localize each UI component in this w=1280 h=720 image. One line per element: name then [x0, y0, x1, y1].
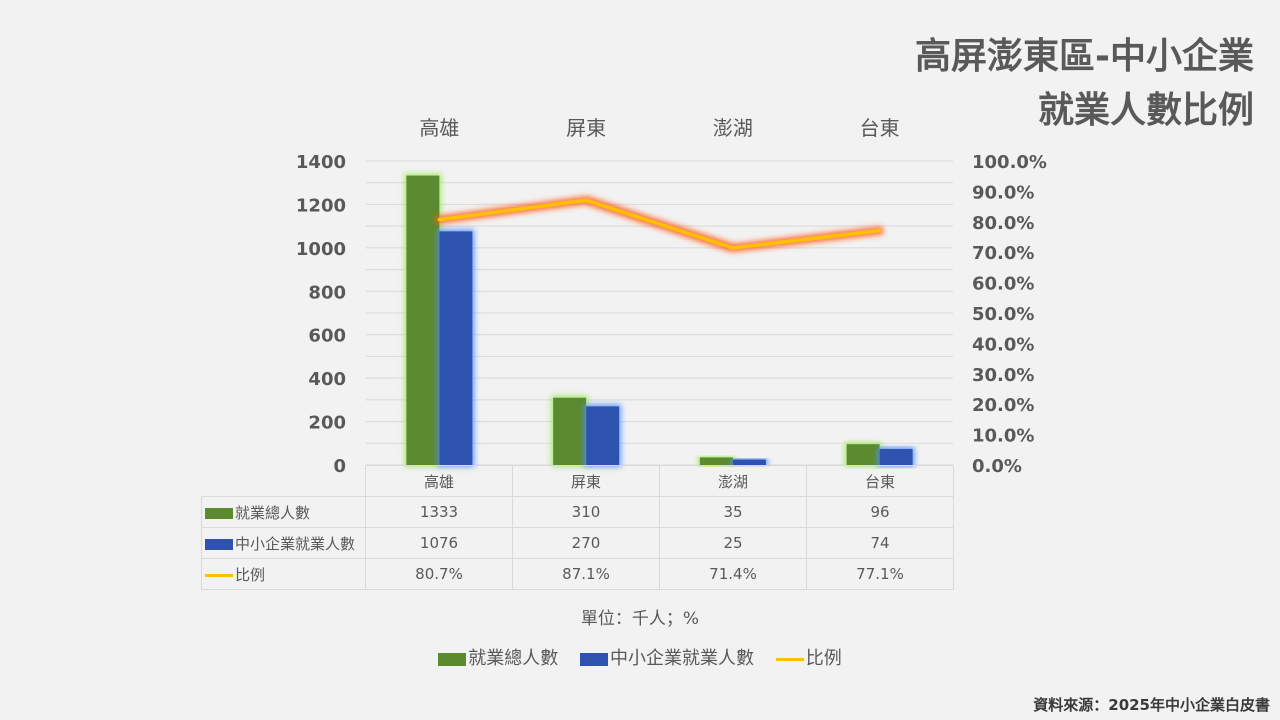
- table-row: 中小企業就業人數 1076 270 25 74: [201, 527, 954, 559]
- legend-swatch-blue: [580, 652, 608, 666]
- right-tick-label: 0.0%: [972, 456, 1022, 477]
- bar: [732, 459, 766, 465]
- table-cell: 25: [659, 527, 807, 559]
- bar: [699, 457, 733, 465]
- right-tick-label: 40.0%: [972, 334, 1034, 355]
- right-tick-label: 20.0%: [972, 395, 1034, 416]
- right-tick-label: 60.0%: [972, 274, 1034, 295]
- row-label: 比例: [235, 565, 266, 584]
- table-cell: 270: [512, 527, 660, 559]
- source-note: 資料來源：2025年中小企業白皮書: [1033, 696, 1270, 714]
- ratio-line-layer: [437, 198, 882, 250]
- bar: [846, 444, 880, 465]
- bar: [439, 231, 473, 465]
- top-category-label: 台東: [860, 116, 900, 140]
- table-cat-0: 高雄: [365, 465, 513, 497]
- left-tick-label: 1400: [296, 152, 346, 173]
- page-title: 高屏澎東區-中小企業 就業人數比例: [915, 30, 1254, 138]
- table-cell: 35: [659, 496, 807, 528]
- table-row: 就業總人數 1333 310 35 96: [201, 496, 954, 528]
- legend-key-yellow: [205, 573, 233, 577]
- legend-swatch-green: [438, 652, 467, 666]
- right-tick-label: 80.0%: [972, 213, 1034, 234]
- right-tick-label: 70.0%: [972, 243, 1034, 264]
- left-tick-label: 200: [308, 413, 346, 434]
- table-cat-3: 台東: [806, 465, 954, 497]
- right-tick-label: 90.0%: [972, 182, 1034, 203]
- bar: [553, 397, 587, 465]
- legend-label: 比例: [805, 648, 842, 669]
- right-tick-label: 50.0%: [972, 304, 1034, 325]
- right-tick-label: 10.0%: [972, 426, 1034, 447]
- table-cell: 74: [806, 527, 954, 559]
- table-rowhead-ratio: 比例: [201, 558, 366, 590]
- title-line-1: 高屏澎東區-中小企業: [915, 36, 1254, 77]
- table-cell: 80.7%: [365, 558, 513, 590]
- row-label: 就業總人數: [235, 503, 311, 522]
- left-tick-label: 400: [308, 369, 346, 390]
- table-cell: 96: [806, 496, 954, 528]
- legend-label: 就業總人數: [468, 648, 559, 669]
- title-line-2: 就業人數比例: [1037, 90, 1254, 131]
- legend-item-sme: 中小企業就業人數: [580, 644, 754, 670]
- left-tick-label: 1000: [296, 239, 346, 260]
- legend-item-total: 就業總人數: [438, 644, 558, 670]
- table-rowhead-total: 就業總人數: [201, 496, 366, 528]
- bars: [406, 175, 913, 465]
- legend: 就業總人數 中小企業就業人數 比例: [0, 644, 1280, 670]
- top-category-label: 屏東: [566, 116, 606, 140]
- table-cell: 1076: [365, 527, 513, 559]
- table-cell: 77.1%: [806, 558, 954, 590]
- bar: [406, 175, 440, 465]
- top-category-labels: 高雄 屏東 澎湖 台東: [419, 116, 899, 140]
- table-cell: 310: [512, 496, 660, 528]
- table-cell: 87.1%: [512, 558, 660, 590]
- legend-label: 中小企業就業人數: [610, 648, 754, 669]
- right-axis-ticks: 0.0% 10.0% 20.0% 30.0% 40.0% 50.0% 60.0% 70.0% 8…: [972, 152, 1047, 477]
- table-row: 比例 80.7% 87.1% 71.4% 77.1%: [201, 558, 954, 590]
- legend-key-blue: [205, 538, 233, 550]
- ratio-line: [437, 198, 882, 250]
- left-tick-label: 800: [308, 282, 346, 303]
- bar: [879, 448, 913, 465]
- right-tick-label: 100.0%: [972, 152, 1047, 173]
- data-table: 高雄 屏東 澎湖 台東 就業總人數 1333 310 35 96 中小企業就業人…: [201, 465, 954, 590]
- unit-label: 單位：千人；%: [580, 609, 700, 629]
- legend-item-ratio: 比例: [775, 644, 842, 670]
- table-cat-1: 屏東: [512, 465, 660, 497]
- row-label: 中小企業就業人數: [235, 534, 356, 553]
- table-corner: [201, 465, 366, 497]
- legend-key-green: [205, 507, 233, 519]
- top-category-label: 高雄: [419, 116, 459, 140]
- right-tick-label: 30.0%: [972, 365, 1034, 386]
- table-rowhead-sme: 中小企業就業人數: [201, 527, 366, 559]
- table-cell: 1333: [365, 496, 513, 528]
- left-tick-label: 600: [308, 326, 346, 347]
- table-cat-2: 澎湖: [659, 465, 807, 497]
- table-header-row: 高雄 屏東 澎湖 台東: [201, 465, 954, 497]
- legend-swatch-yellow: [775, 657, 804, 661]
- table-cell: 71.4%: [659, 558, 807, 590]
- top-category-label: 澎湖: [713, 116, 753, 140]
- left-tick-label: 1200: [296, 195, 346, 216]
- bar: [586, 406, 620, 465]
